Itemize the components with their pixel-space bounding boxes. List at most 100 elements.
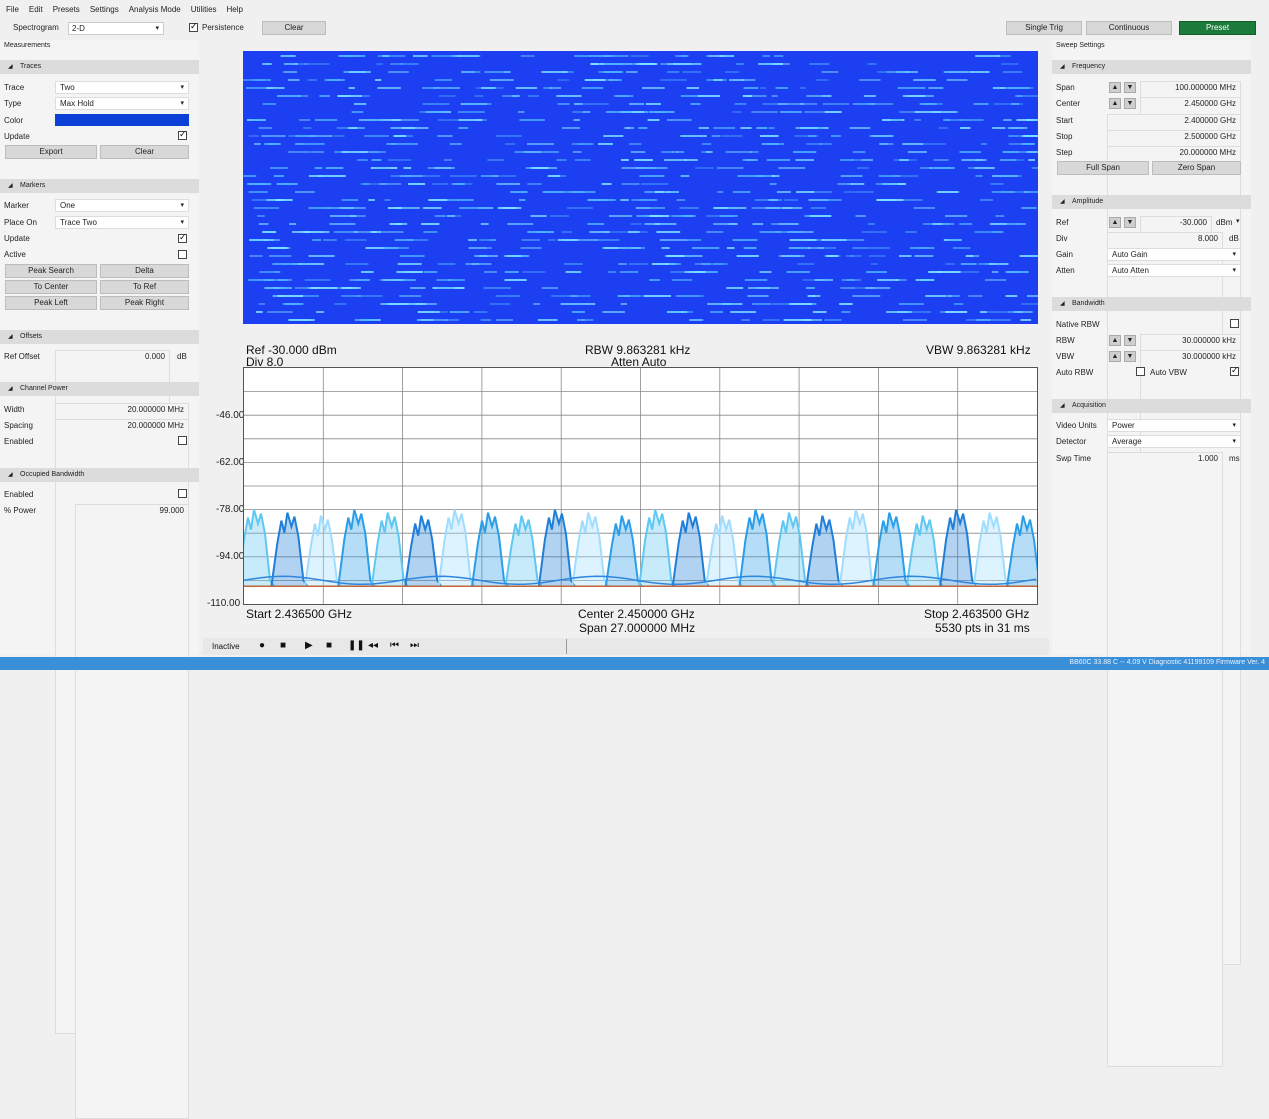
- playback-scrubber[interactable]: [566, 639, 567, 654]
- marker-update-checkbox[interactable]: [178, 232, 187, 243]
- peak-left-button[interactable]: Peak Left: [5, 296, 97, 310]
- ref-unit-select[interactable]: dBm: [1216, 218, 1233, 227]
- auto-rbw-checkbox[interactable]: [1136, 367, 1145, 376]
- spectrogram-dash: [313, 287, 338, 289]
- spectrogram-dash: [438, 95, 456, 97]
- increment-icon[interactable]: ▲: [1109, 351, 1121, 362]
- atten-select[interactable]: Auto Atten ▾: [1107, 264, 1241, 277]
- to-ref-button[interactable]: To Ref: [100, 280, 189, 294]
- step-forward-icon[interactable]: ⏭: [410, 640, 419, 651]
- zero-span-button[interactable]: Zero Span: [1152, 161, 1241, 175]
- video-units-select[interactable]: Power ▾: [1107, 419, 1241, 432]
- traces-section-header[interactable]: ◢ Traces: [0, 60, 199, 74]
- spectrogram-dash: [796, 191, 815, 193]
- spectrogram-dash: [792, 247, 803, 249]
- occupied-bandwidth-section-header[interactable]: ◢ Occupied Bandwidth: [0, 468, 199, 482]
- rewind-icon[interactable]: ◂◂: [368, 640, 379, 651]
- spectrogram-dash: [647, 119, 660, 121]
- channel-enabled-checkbox[interactable]: [178, 436, 187, 445]
- trace-color-swatch[interactable]: [55, 114, 189, 126]
- continuous-button[interactable]: Continuous: [1086, 21, 1172, 35]
- spectrum-plot[interactable]: [237, 367, 1044, 605]
- record-icon[interactable]: ●: [259, 640, 266, 651]
- export-button[interactable]: Export: [5, 145, 97, 159]
- increment-icon[interactable]: ▲: [1109, 82, 1121, 93]
- spectrogram-dash: [465, 263, 492, 265]
- swp-time-unit: ms: [1229, 454, 1240, 463]
- bandwidth-section-header[interactable]: ◢ Bandwidth: [1052, 297, 1251, 311]
- spectrogram-dash: [496, 319, 513, 321]
- single-trig-button[interactable]: Single Trig: [1006, 21, 1082, 35]
- spectrogram-dash: [542, 191, 564, 193]
- native-rbw-checkbox[interactable]: [1230, 319, 1239, 328]
- menu-file[interactable]: File: [6, 5, 19, 14]
- detector-select[interactable]: Average ▾: [1107, 435, 1241, 448]
- to-center-button[interactable]: To Center: [5, 280, 97, 294]
- power-input[interactable]: 99.000: [75, 504, 189, 1119]
- menu-edit[interactable]: Edit: [28, 5, 43, 14]
- decrement-icon[interactable]: ▼: [1124, 351, 1136, 362]
- decrement-icon[interactable]: ▼: [1124, 335, 1136, 346]
- spectrum-peak: [303, 515, 342, 587]
- increment-icon[interactable]: ▲: [1109, 98, 1121, 109]
- menu-help[interactable]: Help: [226, 5, 243, 14]
- clear-button[interactable]: Clear: [262, 21, 326, 35]
- decrement-icon[interactable]: ▼: [1124, 217, 1136, 228]
- obw-enabled-checkbox[interactable]: [178, 489, 187, 498]
- spectrogram-dash: [523, 151, 542, 153]
- spectrogram-dash: [1006, 87, 1030, 89]
- play-icon[interactable]: ▶: [305, 640, 313, 651]
- stop-playback-icon[interactable]: ■: [326, 640, 333, 651]
- spectrogram-dash: [808, 135, 816, 137]
- stop-icon[interactable]: ■: [280, 640, 287, 651]
- swp-time-input[interactable]: 1.000: [1107, 452, 1223, 1067]
- amplitude-section-header[interactable]: ◢ Amplitude: [1052, 195, 1251, 209]
- peak-right-button[interactable]: Peak Right: [100, 296, 189, 310]
- place-on-select[interactable]: Trace Two ▾: [55, 216, 189, 229]
- spectrogram-dash: [684, 159, 698, 161]
- pause-icon[interactable]: ❚❚: [348, 640, 365, 651]
- persistence-checkbox[interactable]: [189, 21, 198, 32]
- spectrogram-dash: [639, 199, 647, 201]
- active-checkbox[interactable]: [178, 250, 187, 259]
- menu-utilities[interactable]: Utilities: [190, 5, 217, 14]
- persistence-toggle[interactable]: Persistence: [189, 21, 244, 32]
- channel-power-section-header[interactable]: ◢ Channel Power: [0, 382, 199, 396]
- spectrogram-dash: [775, 231, 803, 233]
- step-back-icon[interactable]: ⏮: [390, 640, 399, 651]
- decrement-icon[interactable]: ▼: [1124, 98, 1136, 109]
- chevron-down-icon: ▾: [180, 100, 184, 107]
- menu-settings[interactable]: Settings: [89, 5, 119, 14]
- trace-clear-button[interactable]: Clear: [100, 145, 189, 159]
- trace-select[interactable]: Two ▾: [55, 81, 189, 94]
- increment-icon[interactable]: ▲: [1109, 335, 1121, 346]
- markers-section-header[interactable]: ◢ Markers: [0, 179, 199, 193]
- video-units-label: Video Units: [1056, 421, 1097, 430]
- marker-select[interactable]: One ▾: [55, 199, 189, 212]
- frequency-section-header[interactable]: ◢ Frequency: [1052, 60, 1251, 74]
- update-checkbox[interactable]: [178, 129, 187, 140]
- obw-enabled-label: Enabled: [4, 490, 34, 499]
- delta-button[interactable]: Delta: [100, 264, 189, 278]
- acquisition-section-header[interactable]: ◢ Acquisition: [1052, 399, 1251, 413]
- spectrogram-dash: [819, 143, 832, 145]
- spectrogram-dash: [705, 151, 713, 153]
- auto-vbw-checkbox[interactable]: [1230, 365, 1239, 376]
- spectrogram-dash: [1016, 223, 1026, 225]
- preset-button[interactable]: Preset: [1179, 21, 1256, 35]
- spectrogram-dash: [717, 191, 724, 193]
- peak-search-button[interactable]: Peak Search: [5, 264, 97, 278]
- decrement-icon[interactable]: ▼: [1124, 82, 1136, 93]
- spectrogram-dash: [391, 143, 418, 145]
- menu-analysis-mode[interactable]: Analysis Mode: [128, 5, 181, 14]
- increment-icon[interactable]: ▲: [1109, 217, 1121, 228]
- offsets-section-header[interactable]: ◢ Offsets: [0, 330, 199, 344]
- gain-select[interactable]: Auto Gain ▾: [1107, 248, 1241, 261]
- spectrogram-select[interactable]: 2-D ▾: [68, 22, 164, 35]
- spectrogram-waterfall[interactable]: [243, 51, 1038, 324]
- type-select[interactable]: Max Hold ▾: [55, 97, 189, 110]
- spectrogram-dash: [826, 255, 839, 257]
- menu-presets[interactable]: Presets: [52, 5, 80, 14]
- spectrogram-dash: [504, 271, 519, 273]
- full-span-button[interactable]: Full Span: [1057, 161, 1149, 175]
